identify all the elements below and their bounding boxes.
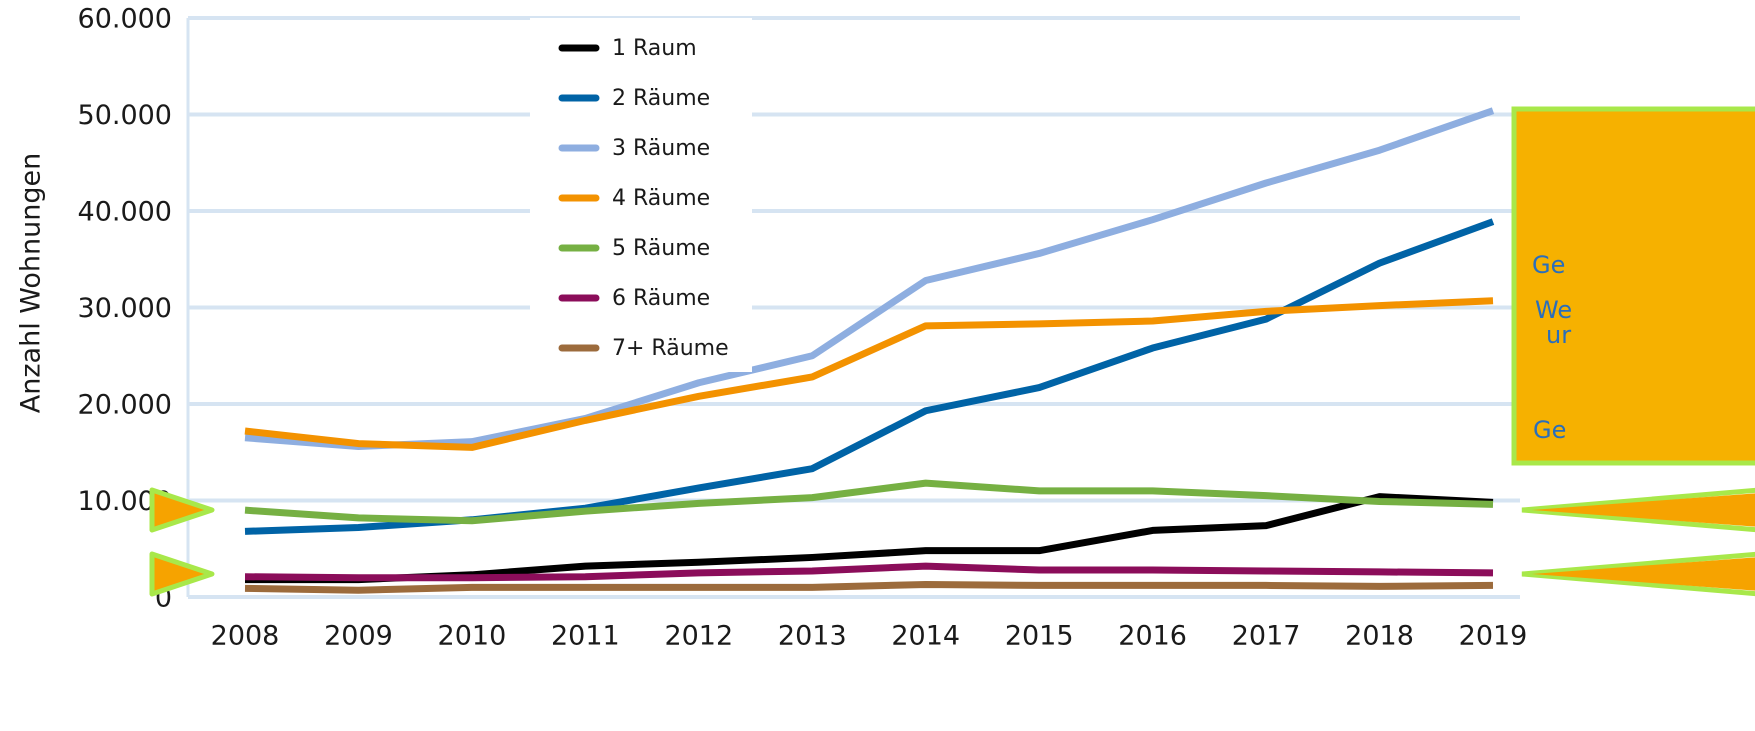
legend-label: 7+ Räume (612, 336, 729, 361)
x-tick-label: 2014 (891, 621, 960, 652)
legend-label: 5 Räume (612, 236, 710, 261)
pointer-arrow (1521, 551, 1755, 597)
pointer-arrow (149, 551, 215, 597)
legend-label: 3 Räume (612, 136, 710, 161)
y-tick-label: 40.000 (78, 197, 172, 228)
legend-label: 4 Räume (612, 186, 710, 211)
highlight-box (1511, 106, 1755, 466)
y-tick-label: 50.000 (78, 100, 172, 131)
pointer-arrow (1532, 557, 1755, 591)
annotation: ur (1546, 321, 1571, 349)
series-line (244, 580, 1494, 594)
pointer-arrow (149, 487, 215, 533)
y-tick-label: 60.000 (78, 4, 172, 35)
x-tick-label: 2010 (438, 621, 507, 652)
pointer-arrow (1521, 487, 1755, 533)
y-tick-label: 30.000 (78, 293, 172, 324)
y-tick-label: 20.000 (78, 390, 172, 421)
series-line (244, 479, 1494, 525)
x-tick-label: 2008 (211, 621, 280, 652)
series-line (244, 562, 1494, 582)
series-line (244, 297, 1494, 451)
series-line (244, 218, 1495, 535)
annotation: Ge (1533, 416, 1566, 444)
x-tick-label: 2012 (664, 621, 733, 652)
x-tick-label: 2015 (1005, 621, 1074, 652)
x-tick-label: 2009 (324, 621, 393, 652)
x-tick-label: 2017 (1232, 621, 1301, 652)
pointer-arrow (1532, 493, 1755, 527)
x-tick-label: 2019 (1459, 621, 1528, 652)
x-tick-label: 2018 (1345, 621, 1414, 652)
x-tick-label: 2016 (1118, 621, 1187, 652)
y-axis-label: Anzahl Wohnungen (16, 153, 47, 413)
annotation: We (1535, 296, 1572, 324)
legend-label: 1 Raum (612, 36, 697, 61)
legend-label: 2 Räume (612, 86, 710, 111)
annotation: Ge (1532, 251, 1565, 279)
x-tick-label: 2013 (778, 621, 847, 652)
series-line (244, 107, 1495, 450)
x-tick-label: 2011 (551, 621, 620, 652)
legend-label: 6 Räume (612, 286, 710, 311)
